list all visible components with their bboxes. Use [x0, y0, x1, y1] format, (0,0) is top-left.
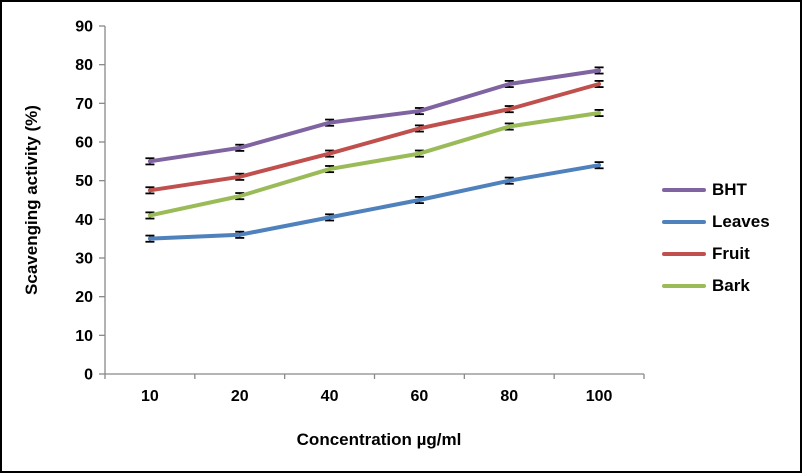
y-tick-label: 0 [84, 367, 93, 384]
series-line-fruit [147, 82, 602, 193]
legend-label: Bark [712, 276, 750, 295]
legend-label: BHT [712, 180, 747, 199]
legend-line-swatch [662, 188, 706, 192]
y-tick-label: 50 [75, 173, 93, 190]
x-axis-title: Concentration µg/ml [296, 430, 462, 449]
legend-line-swatch [662, 252, 706, 256]
y-tick-label: 70 [75, 96, 93, 113]
y-tick-label: 20 [75, 289, 93, 306]
series-line-bht [147, 68, 602, 164]
y-tick-label: 10 [75, 328, 93, 345]
x-tick-label: 80 [500, 388, 518, 405]
legend-label: Leaves [712, 212, 770, 231]
series-line-bark [147, 111, 602, 218]
legend-line-swatch [662, 220, 706, 224]
legend: BHT Leaves Fruit Bark [662, 174, 770, 302]
x-tick-label: 40 [321, 388, 339, 405]
series-line-leaves [147, 163, 602, 241]
y-tick-label: 60 [75, 135, 93, 152]
y-tick-label: 30 [75, 251, 93, 268]
y-tick-label: 40 [75, 212, 93, 229]
x-tick-label: 60 [411, 388, 429, 405]
legend-item-fruit: Fruit [662, 238, 770, 270]
y-tick-label: 90 [75, 19, 93, 36]
x-tick-label: 20 [231, 388, 249, 405]
legend-item-bark: Bark [662, 270, 770, 302]
x-tick-label: 10 [141, 388, 159, 405]
legend-line-swatch [662, 284, 706, 288]
y-tick-label: 80 [75, 57, 93, 74]
legend-item-leaves: Leaves [662, 206, 770, 238]
legend-label: Fruit [712, 244, 750, 263]
legend-item-bht: BHT [662, 174, 770, 206]
x-tick-label: 100 [586, 388, 613, 405]
y-axis-title: Scavenging activity (%) [22, 105, 41, 295]
